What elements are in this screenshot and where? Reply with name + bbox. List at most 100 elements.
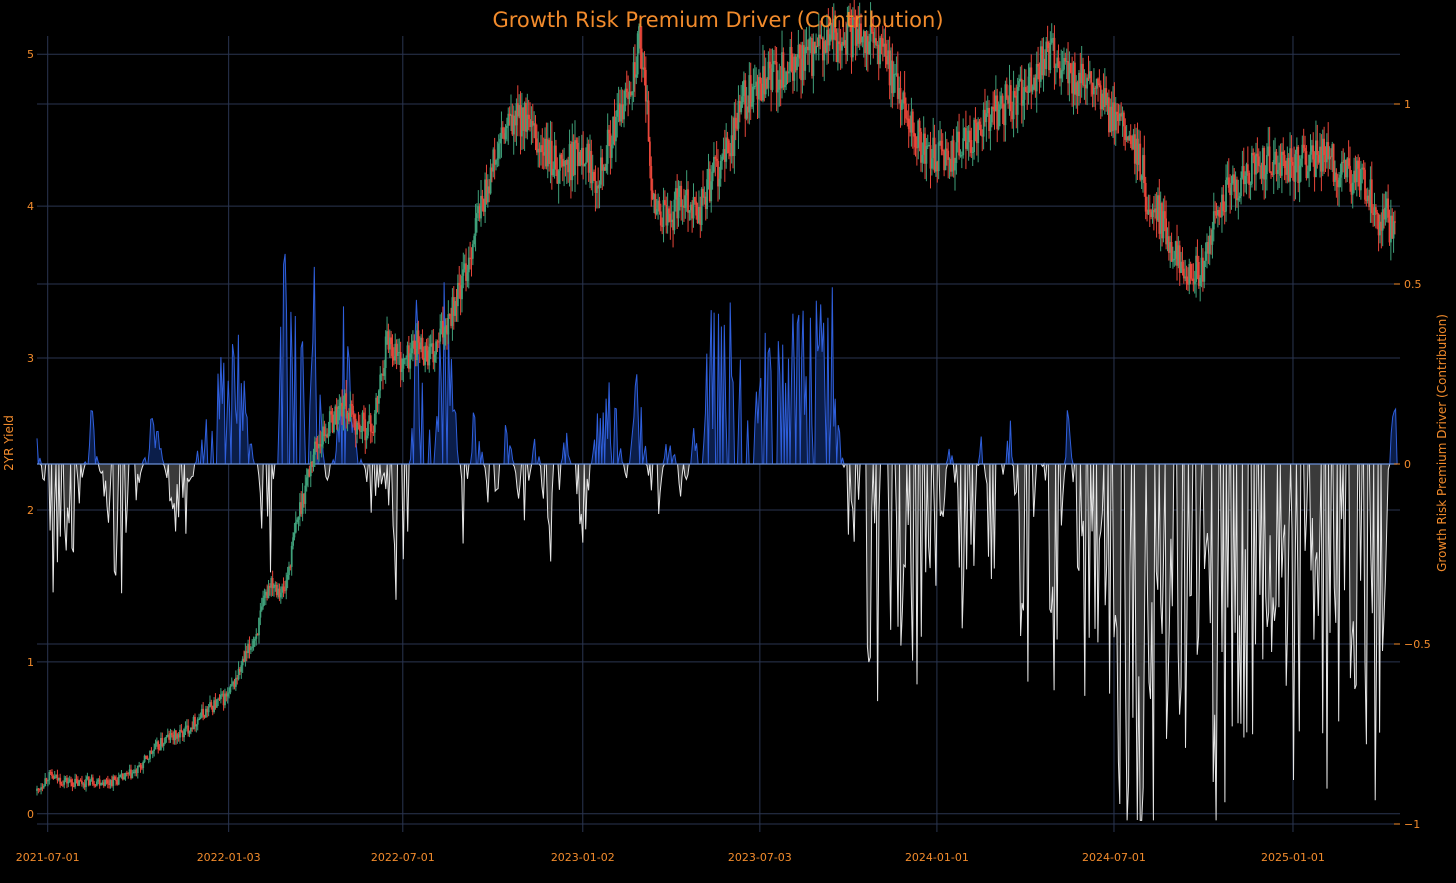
candle-body bbox=[951, 140, 954, 172]
candle-body bbox=[1195, 255, 1197, 282]
candle-body bbox=[75, 778, 78, 781]
candle-body bbox=[635, 74, 638, 78]
candle-body bbox=[555, 145, 557, 170]
candle-body bbox=[172, 735, 175, 741]
candle-body bbox=[60, 784, 63, 786]
candle-body bbox=[1246, 164, 1249, 173]
candle-body bbox=[516, 103, 519, 117]
candle-body bbox=[368, 415, 371, 422]
candle-body bbox=[898, 88, 901, 99]
candle-body bbox=[93, 784, 96, 786]
x-tick-label: 2021-07-01 bbox=[16, 851, 80, 864]
candle-body bbox=[224, 693, 226, 706]
candle-body bbox=[170, 733, 173, 735]
candle-body bbox=[809, 38, 812, 40]
candle-body bbox=[805, 46, 808, 48]
candle-body bbox=[333, 424, 335, 433]
candle-body bbox=[1362, 167, 1365, 170]
candle-body bbox=[66, 777, 68, 784]
candle-body bbox=[180, 729, 183, 732]
candle-body bbox=[608, 129, 610, 134]
candle-body bbox=[175, 730, 177, 739]
candle-body bbox=[830, 23, 832, 35]
candle-body bbox=[1196, 255, 1199, 262]
candle-body bbox=[1373, 207, 1376, 215]
candle-body bbox=[615, 116, 617, 142]
y-axis-title: 2YR Yield bbox=[2, 415, 16, 471]
candle-body bbox=[213, 700, 215, 712]
candle-body bbox=[326, 434, 328, 438]
candle-body bbox=[91, 777, 94, 785]
candle-body bbox=[1125, 136, 1128, 141]
candle-body bbox=[1229, 187, 1231, 196]
candle-body bbox=[254, 638, 256, 641]
candle-body bbox=[77, 780, 79, 786]
candle-body bbox=[1093, 87, 1095, 95]
candle-body bbox=[412, 340, 414, 349]
candle-body bbox=[948, 158, 951, 160]
candle-body bbox=[827, 29, 830, 46]
candle-body bbox=[1129, 135, 1132, 144]
candle-body bbox=[928, 145, 930, 147]
candle-body bbox=[489, 167, 492, 194]
candle-body bbox=[395, 343, 398, 356]
candle-body bbox=[352, 405, 354, 415]
candle-body bbox=[775, 61, 778, 93]
candle-body bbox=[973, 119, 975, 152]
candle-body bbox=[1321, 138, 1324, 172]
candle-body bbox=[921, 154, 924, 163]
candle-body bbox=[382, 373, 384, 376]
candle-body bbox=[1133, 134, 1136, 164]
candle-body bbox=[488, 186, 491, 194]
candle-body bbox=[367, 422, 369, 436]
candle-body bbox=[124, 772, 127, 778]
candle-body bbox=[476, 213, 478, 219]
candle-body bbox=[1301, 144, 1304, 159]
candle-body bbox=[1296, 146, 1298, 155]
candle-body bbox=[967, 130, 970, 143]
candle-body bbox=[1233, 174, 1236, 192]
candle-body bbox=[589, 151, 591, 173]
candle-body bbox=[1226, 177, 1229, 180]
candle-body bbox=[719, 160, 722, 179]
candle-body bbox=[1108, 97, 1110, 133]
candle-body bbox=[49, 772, 52, 774]
candle-body bbox=[1245, 164, 1248, 176]
candle-body bbox=[1266, 155, 1268, 174]
candle-body bbox=[161, 738, 164, 746]
candle-body bbox=[1187, 283, 1189, 285]
candle-body bbox=[993, 109, 996, 112]
candle-body bbox=[1087, 77, 1090, 79]
candle-body bbox=[311, 461, 313, 467]
y-tick-label: 1 bbox=[27, 656, 34, 669]
candle-body bbox=[969, 130, 971, 140]
candle-body bbox=[245, 651, 248, 653]
candle-body bbox=[609, 133, 612, 158]
candle-body bbox=[668, 208, 670, 214]
candle-body bbox=[843, 40, 846, 45]
candle-body bbox=[1086, 77, 1088, 89]
candle-body bbox=[860, 23, 862, 43]
candle-body bbox=[514, 115, 516, 126]
candle-body bbox=[1188, 264, 1191, 285]
candle-body bbox=[226, 693, 229, 697]
candle-body bbox=[1304, 147, 1306, 152]
candle-body bbox=[1394, 221, 1396, 223]
candle-body bbox=[1074, 62, 1076, 95]
candle-body bbox=[1003, 108, 1005, 126]
candle-body bbox=[933, 137, 936, 172]
candle-body bbox=[271, 578, 274, 589]
candle-body bbox=[141, 767, 143, 769]
candle-body bbox=[431, 343, 433, 345]
candle-body bbox=[142, 761, 145, 768]
candle-body bbox=[1286, 158, 1289, 175]
candle-body bbox=[683, 205, 685, 208]
candle-body bbox=[787, 71, 790, 74]
candle-body bbox=[1392, 221, 1395, 239]
candle-body bbox=[548, 139, 550, 164]
candle-body bbox=[57, 777, 60, 781]
candle-body bbox=[771, 64, 774, 90]
candle-body bbox=[1208, 235, 1211, 254]
candle-body bbox=[861, 36, 864, 43]
candle-body bbox=[361, 412, 364, 432]
